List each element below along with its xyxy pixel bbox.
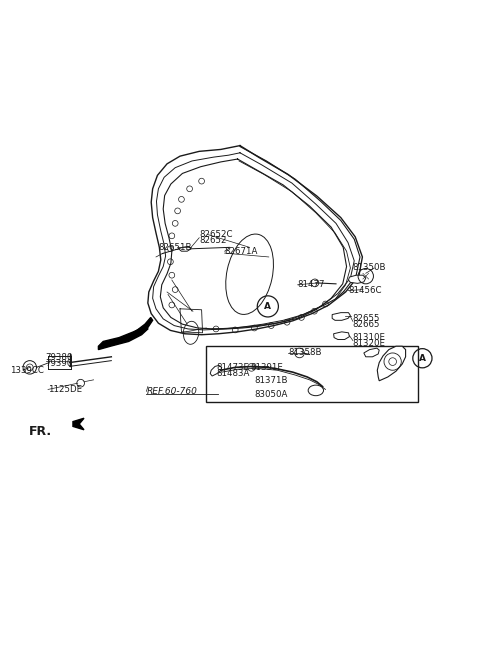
Text: 81473E: 81473E <box>216 363 249 372</box>
Text: 82655: 82655 <box>353 314 380 323</box>
Text: 81358B: 81358B <box>288 348 322 358</box>
Text: 81391E: 81391E <box>251 363 283 372</box>
Polygon shape <box>334 332 349 340</box>
Text: FR.: FR. <box>29 424 52 438</box>
Polygon shape <box>332 313 350 320</box>
Polygon shape <box>98 326 148 350</box>
Text: 82671A: 82671A <box>225 247 258 256</box>
Text: 79380: 79380 <box>46 354 73 362</box>
Text: 82652: 82652 <box>199 236 227 245</box>
Polygon shape <box>73 419 84 430</box>
Polygon shape <box>364 348 379 357</box>
Text: 1125DE: 1125DE <box>48 385 82 394</box>
Text: 82651B: 82651B <box>158 243 192 252</box>
Polygon shape <box>129 318 153 340</box>
Text: 81483A: 81483A <box>216 369 250 378</box>
Text: 82652C: 82652C <box>199 230 233 239</box>
Text: 83050A: 83050A <box>254 390 288 399</box>
Text: 1339CC: 1339CC <box>10 366 44 375</box>
Text: REF.60-760: REF.60-760 <box>146 387 197 396</box>
Polygon shape <box>210 365 222 376</box>
Text: A: A <box>419 354 426 363</box>
Text: 81477: 81477 <box>298 280 325 289</box>
Polygon shape <box>377 346 406 380</box>
Text: 82665: 82665 <box>353 319 380 329</box>
Text: 81310E: 81310E <box>353 333 386 342</box>
Text: 81320E: 81320E <box>353 339 386 348</box>
Bar <box>206 346 418 402</box>
Polygon shape <box>348 276 366 283</box>
Polygon shape <box>179 247 191 251</box>
Text: 81371B: 81371B <box>254 377 288 385</box>
Text: A: A <box>264 302 271 311</box>
Text: 81456C: 81456C <box>348 286 382 295</box>
Text: 81350B: 81350B <box>353 264 386 272</box>
Text: 79390: 79390 <box>46 359 73 368</box>
